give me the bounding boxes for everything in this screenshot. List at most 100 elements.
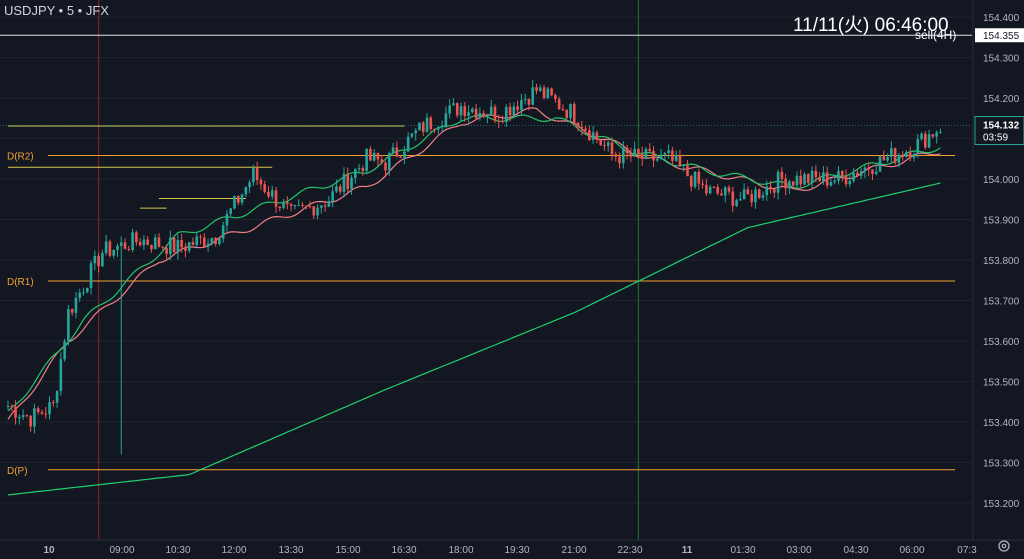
candle-body bbox=[172, 237, 176, 253]
candle-body bbox=[799, 175, 803, 185]
candle-body bbox=[565, 109, 568, 118]
candle-body bbox=[720, 193, 723, 196]
candle-body bbox=[421, 122, 425, 132]
candle-body bbox=[440, 125, 444, 127]
candle-body bbox=[78, 292, 82, 298]
candle-body bbox=[263, 184, 266, 192]
candle-body bbox=[712, 186, 716, 188]
candle-body bbox=[48, 402, 51, 415]
candle-body bbox=[55, 391, 59, 403]
candle-body bbox=[316, 207, 319, 216]
candle-body bbox=[331, 191, 334, 202]
candle-body bbox=[727, 187, 731, 192]
time-axis[interactable]: 10 09:00 10:30 12:00 13:30 15:00 16:30 18:00 19:… bbox=[0, 539, 1024, 556]
candle-body bbox=[89, 263, 93, 289]
symbol-title: USDJPY • 5 • JFX bbox=[4, 3, 109, 18]
candle-body bbox=[165, 247, 168, 254]
candle-body bbox=[489, 106, 493, 116]
candle-body bbox=[493, 106, 497, 121]
candle-body bbox=[240, 194, 244, 203]
last-price-tag bbox=[974, 116, 1024, 146]
gear-icon[interactable] bbox=[996, 538, 1012, 554]
candle-body bbox=[206, 243, 210, 247]
candle-body bbox=[195, 236, 199, 245]
time-tick-label: 10 bbox=[43, 545, 55, 556]
candle-body bbox=[837, 171, 840, 181]
candle-body bbox=[784, 178, 787, 189]
candle-body bbox=[25, 415, 29, 417]
candle-body bbox=[554, 95, 557, 100]
candle-body bbox=[920, 133, 923, 140]
time-tick-label: 03:00 bbox=[786, 545, 811, 556]
candle-body bbox=[852, 172, 855, 181]
candle-body bbox=[742, 189, 746, 200]
candle-body bbox=[874, 171, 878, 174]
sell-price-tag bbox=[975, 28, 1024, 43]
candle-body bbox=[542, 87, 546, 99]
candle-body bbox=[825, 172, 829, 186]
time-tick-label: 21:00 bbox=[561, 545, 586, 556]
candle-body bbox=[791, 181, 795, 186]
candle-body bbox=[44, 413, 48, 415]
price-tick-label: 153.600 bbox=[983, 337, 1020, 348]
candle-body bbox=[716, 187, 719, 194]
candle-body bbox=[769, 186, 772, 189]
time-tick-label: 22:30 bbox=[617, 545, 642, 556]
candle-body bbox=[893, 148, 897, 163]
price-tick-label: 153.800 bbox=[983, 256, 1020, 267]
candle-body bbox=[327, 201, 331, 207]
candle-body bbox=[659, 154, 663, 159]
candle-body bbox=[391, 147, 395, 154]
candle-body bbox=[119, 242, 123, 247]
candle-body bbox=[301, 204, 304, 206]
candle-body bbox=[297, 204, 300, 206]
candle-body bbox=[210, 237, 214, 244]
candle-body bbox=[138, 242, 142, 246]
candle-body bbox=[459, 106, 463, 116]
candle-body bbox=[18, 417, 21, 419]
candle-body bbox=[599, 139, 602, 146]
candle-body bbox=[199, 236, 202, 238]
candle-body bbox=[916, 139, 920, 155]
candle-body bbox=[538, 87, 542, 91]
candle-body bbox=[123, 242, 127, 250]
candle-body bbox=[180, 240, 183, 248]
candle-body bbox=[365, 148, 368, 172]
candle-body bbox=[523, 98, 527, 101]
candle-body bbox=[293, 205, 297, 207]
time-tick-label: 09:00 bbox=[109, 545, 134, 556]
candle-body bbox=[127, 249, 131, 251]
candle-body bbox=[304, 205, 308, 207]
candle-body bbox=[550, 88, 553, 96]
time-tick-label: 11 bbox=[682, 545, 693, 556]
candle-body bbox=[723, 187, 727, 196]
candle-body bbox=[591, 132, 595, 140]
candle-body bbox=[414, 130, 417, 134]
candle-body bbox=[701, 183, 704, 185]
grid-layer bbox=[0, 16, 972, 504]
candle-body bbox=[890, 148, 893, 157]
candle-body bbox=[444, 113, 448, 126]
candle-body bbox=[448, 105, 451, 114]
candle-body bbox=[546, 88, 550, 99]
candle-body bbox=[471, 108, 474, 113]
last-price-text: 154.132 bbox=[983, 121, 1020, 132]
candle-body bbox=[908, 152, 912, 158]
candle-body bbox=[184, 247, 187, 251]
time-tick-label: 07:3 bbox=[957, 545, 977, 556]
candle-body bbox=[603, 145, 606, 147]
price-tick-label: 153.200 bbox=[983, 499, 1020, 510]
price-axis[interactable]: 154.400154.300154.200154.100154.000153.9… bbox=[972, 0, 1024, 540]
candle-body bbox=[323, 205, 327, 207]
pivot-level-label: D(R2) bbox=[7, 152, 34, 163]
candle-body bbox=[535, 87, 538, 91]
candle-body bbox=[780, 171, 784, 179]
candle-body bbox=[387, 153, 391, 171]
clock-display: 11/11(火) 06:46:00 bbox=[793, 15, 949, 36]
candle-body bbox=[848, 180, 852, 185]
candle-body bbox=[905, 152, 908, 158]
candle-body bbox=[187, 242, 191, 251]
candle-body bbox=[731, 191, 735, 206]
